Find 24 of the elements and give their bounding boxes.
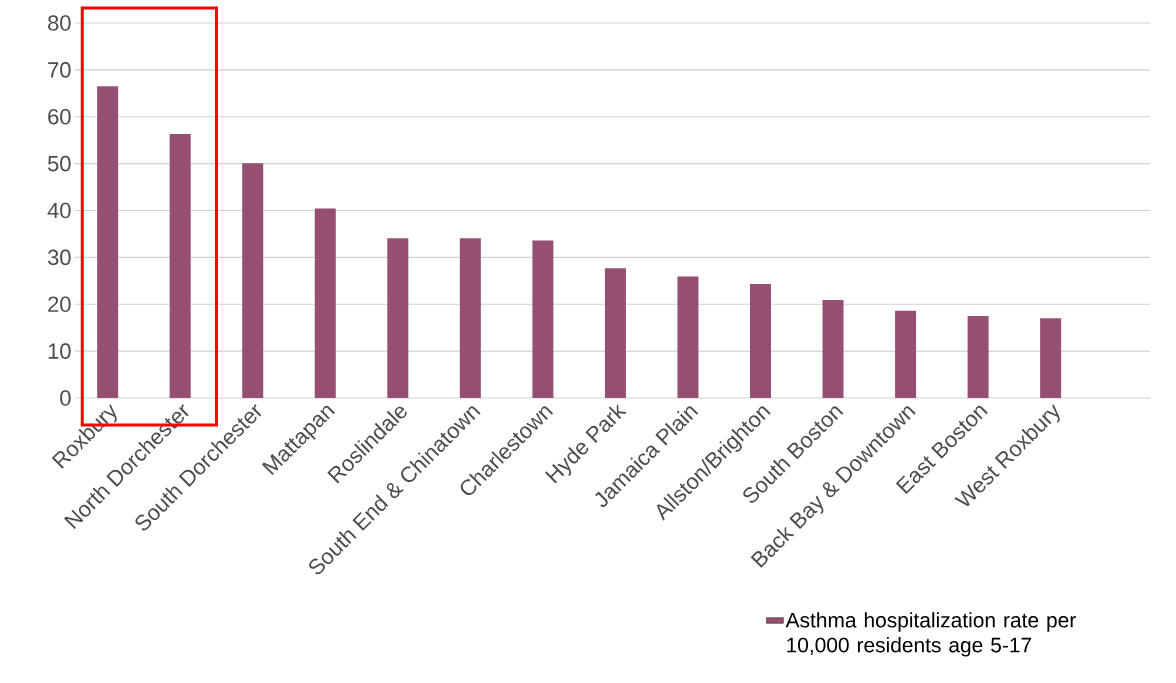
y-tick-label: 80: [48, 15, 71, 31]
bar: [822, 300, 844, 398]
bar: [967, 315, 989, 398]
y-tick-label: 40: [47, 202, 71, 219]
y-tick-label: 10: [48, 343, 71, 359]
bar: [97, 86, 119, 398]
bar: [749, 284, 771, 398]
y-tick-label: 20: [48, 296, 71, 312]
bar: [677, 276, 699, 398]
bar: [532, 240, 554, 398]
bar: [895, 310, 917, 398]
bar: [459, 238, 481, 398]
bar: [1040, 318, 1062, 398]
y-tick-label: 60: [48, 108, 71, 125]
bar: [604, 268, 626, 398]
bar: [242, 163, 264, 398]
bar: [314, 208, 336, 398]
bar: [169, 134, 191, 398]
y-tick-label: 0: [60, 390, 71, 406]
y-tick-label: 50: [47, 155, 71, 172]
legend-label: Asthma hospitalization rate per 10,000 residents age 5-17: [785, 612, 1076, 657]
bar: [387, 238, 409, 398]
y-tick-label: 70: [48, 62, 71, 78]
y-tick-label: 30: [47, 249, 71, 266]
